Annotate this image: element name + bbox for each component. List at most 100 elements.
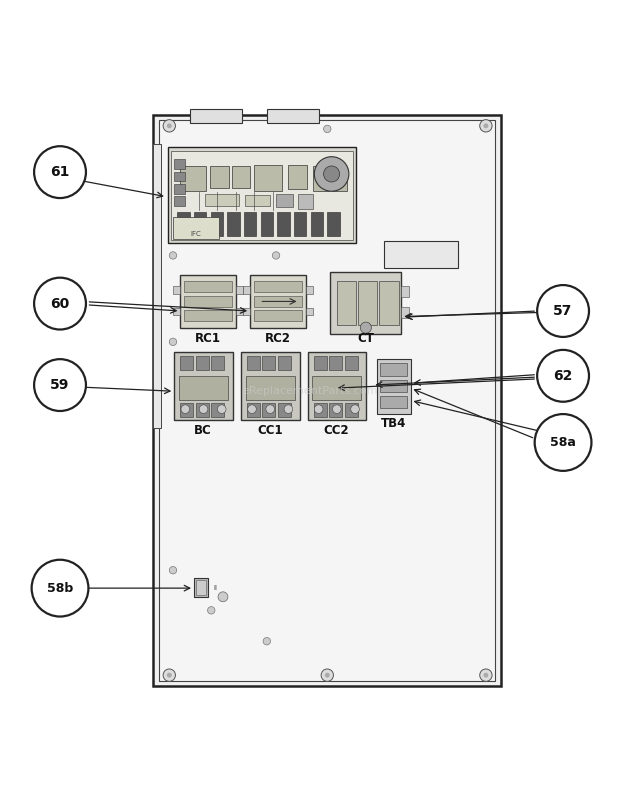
FancyBboxPatch shape: [358, 281, 378, 324]
FancyBboxPatch shape: [190, 109, 242, 123]
FancyBboxPatch shape: [236, 308, 243, 316]
FancyBboxPatch shape: [247, 356, 260, 369]
Circle shape: [218, 405, 226, 413]
FancyBboxPatch shape: [306, 308, 313, 316]
Circle shape: [332, 405, 341, 413]
Circle shape: [247, 405, 256, 413]
Circle shape: [163, 119, 175, 132]
FancyBboxPatch shape: [401, 286, 409, 297]
FancyBboxPatch shape: [311, 212, 323, 235]
FancyBboxPatch shape: [254, 281, 302, 292]
FancyBboxPatch shape: [174, 171, 185, 181]
FancyBboxPatch shape: [247, 403, 260, 417]
Circle shape: [169, 252, 177, 260]
FancyBboxPatch shape: [267, 109, 319, 123]
FancyBboxPatch shape: [245, 195, 270, 206]
FancyBboxPatch shape: [153, 144, 161, 429]
FancyBboxPatch shape: [196, 403, 209, 417]
FancyBboxPatch shape: [241, 352, 299, 421]
FancyBboxPatch shape: [173, 217, 219, 239]
FancyBboxPatch shape: [236, 286, 243, 294]
FancyBboxPatch shape: [184, 310, 232, 321]
Circle shape: [163, 669, 175, 682]
FancyBboxPatch shape: [171, 151, 353, 240]
Text: 58a: 58a: [550, 436, 576, 449]
Text: CC1: CC1: [257, 424, 283, 437]
FancyBboxPatch shape: [205, 194, 239, 206]
Circle shape: [480, 119, 492, 132]
Circle shape: [360, 322, 371, 333]
FancyBboxPatch shape: [211, 212, 223, 235]
Circle shape: [181, 405, 190, 413]
FancyBboxPatch shape: [254, 296, 302, 307]
FancyBboxPatch shape: [179, 376, 228, 400]
FancyBboxPatch shape: [377, 359, 410, 414]
FancyBboxPatch shape: [194, 578, 208, 597]
Circle shape: [32, 560, 89, 617]
Circle shape: [484, 123, 489, 128]
Text: TB4: TB4: [381, 417, 406, 430]
Text: CT: CT: [358, 332, 374, 345]
FancyBboxPatch shape: [276, 194, 293, 207]
FancyBboxPatch shape: [232, 166, 249, 187]
FancyBboxPatch shape: [380, 396, 407, 408]
FancyBboxPatch shape: [159, 119, 495, 682]
FancyBboxPatch shape: [278, 403, 291, 417]
Circle shape: [480, 669, 492, 682]
FancyBboxPatch shape: [194, 212, 206, 235]
FancyBboxPatch shape: [288, 165, 307, 189]
Circle shape: [484, 673, 489, 678]
Circle shape: [34, 359, 86, 411]
FancyBboxPatch shape: [174, 352, 233, 421]
Circle shape: [314, 405, 323, 413]
Circle shape: [324, 166, 340, 182]
Circle shape: [199, 405, 208, 413]
Circle shape: [351, 405, 360, 413]
FancyBboxPatch shape: [184, 281, 232, 292]
FancyBboxPatch shape: [177, 212, 190, 235]
FancyBboxPatch shape: [314, 356, 327, 369]
Text: CC2: CC2: [324, 424, 349, 437]
Circle shape: [218, 592, 228, 602]
FancyBboxPatch shape: [345, 356, 358, 369]
FancyBboxPatch shape: [254, 165, 282, 191]
Text: RC1: RC1: [195, 332, 221, 345]
Text: 60: 60: [50, 296, 69, 311]
FancyBboxPatch shape: [312, 376, 361, 400]
FancyBboxPatch shape: [332, 167, 347, 191]
FancyBboxPatch shape: [262, 356, 275, 369]
Text: 61: 61: [50, 165, 69, 179]
FancyBboxPatch shape: [180, 403, 193, 417]
Circle shape: [272, 252, 280, 260]
Circle shape: [325, 673, 330, 678]
Circle shape: [169, 566, 177, 574]
FancyBboxPatch shape: [306, 286, 313, 294]
FancyBboxPatch shape: [327, 212, 340, 235]
FancyBboxPatch shape: [184, 296, 232, 307]
FancyBboxPatch shape: [211, 403, 224, 417]
Circle shape: [169, 338, 177, 345]
FancyBboxPatch shape: [246, 376, 294, 400]
Text: 59: 59: [50, 378, 69, 392]
Circle shape: [284, 405, 293, 413]
FancyBboxPatch shape: [173, 286, 180, 294]
FancyBboxPatch shape: [380, 380, 407, 392]
FancyBboxPatch shape: [228, 212, 240, 235]
FancyBboxPatch shape: [174, 196, 185, 206]
Circle shape: [534, 414, 591, 471]
Text: 62: 62: [554, 368, 573, 383]
Text: eReplacementParts.com: eReplacementParts.com: [242, 386, 378, 396]
FancyBboxPatch shape: [196, 580, 206, 595]
FancyBboxPatch shape: [254, 310, 302, 321]
Circle shape: [34, 278, 86, 329]
FancyBboxPatch shape: [250, 276, 306, 328]
FancyBboxPatch shape: [379, 281, 399, 324]
Text: RC2: RC2: [265, 332, 291, 345]
FancyBboxPatch shape: [153, 115, 502, 686]
FancyBboxPatch shape: [168, 147, 356, 244]
FancyBboxPatch shape: [278, 356, 291, 369]
FancyBboxPatch shape: [242, 286, 250, 294]
FancyBboxPatch shape: [308, 352, 366, 421]
FancyBboxPatch shape: [260, 212, 273, 235]
FancyBboxPatch shape: [337, 281, 356, 324]
